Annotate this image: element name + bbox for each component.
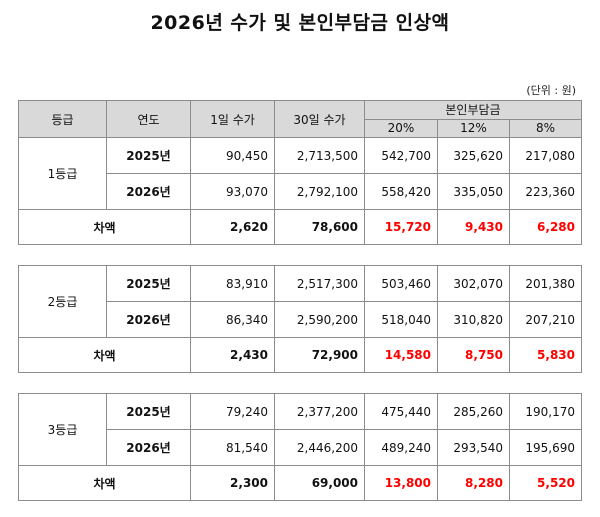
grade-label: 1등급 xyxy=(19,138,107,210)
header-fee-1day: 1일 수가 xyxy=(191,101,275,138)
grade-section-1: 1등급 2025년 90,450 2,713,500 542,700 325,6… xyxy=(18,137,582,245)
diff-row: 차액 2,620 78,600 15,720 9,430 6,280 xyxy=(19,210,582,245)
diff-label: 차액 xyxy=(19,338,191,373)
header-fee-30day: 30일 수가 xyxy=(275,101,365,138)
fee-1day-cell: 93,070 xyxy=(191,174,275,210)
copay-12-cell: 335,050 xyxy=(438,174,510,210)
copay-12-cell: 293,540 xyxy=(438,430,510,466)
copay-20-cell: 542,700 xyxy=(365,138,438,174)
copay-20-cell: 503,460 xyxy=(365,266,438,302)
fee-30day-cell: 2,792,100 xyxy=(275,174,365,210)
copay-8-cell: 201,380 xyxy=(510,266,582,302)
year-cell: 2026년 xyxy=(107,174,191,210)
copay-8-cell: 207,210 xyxy=(510,302,582,338)
diff-fee-30day: 72,900 xyxy=(275,338,365,373)
copay-8-cell: 190,170 xyxy=(510,394,582,430)
fee-30day-cell: 2,713,500 xyxy=(275,138,365,174)
fee-30day-cell: 2,446,200 xyxy=(275,430,365,466)
diff-fee-30day: 69,000 xyxy=(275,466,365,501)
grade-label: 3등급 xyxy=(19,394,107,466)
grade-section-3: 3등급 2025년 79,240 2,377,200 475,440 285,2… xyxy=(18,393,582,501)
copay-8-cell: 195,690 xyxy=(510,430,582,466)
copay-8-cell: 217,080 xyxy=(510,138,582,174)
diff-fee-1day: 2,430 xyxy=(191,338,275,373)
fee-1day-cell: 90,450 xyxy=(191,138,275,174)
table-row: 2등급 2025년 83,910 2,517,300 503,460 302,0… xyxy=(19,266,582,302)
copay-12-cell: 285,260 xyxy=(438,394,510,430)
fee-1day-cell: 83,910 xyxy=(191,266,275,302)
grade-label: 2등급 xyxy=(19,266,107,338)
table-row: 3등급 2025년 79,240 2,377,200 475,440 285,2… xyxy=(19,394,582,430)
copay-12-cell: 302,070 xyxy=(438,266,510,302)
diff-fee-1day: 2,620 xyxy=(191,210,275,245)
fee-30day-cell: 2,590,200 xyxy=(275,302,365,338)
diff-copay-20: 14,580 xyxy=(365,338,438,373)
copay-8-cell: 223,360 xyxy=(510,174,582,210)
diff-fee-30day: 78,600 xyxy=(275,210,365,245)
fee-1day-cell: 81,540 xyxy=(191,430,275,466)
header-copay-20: 20% xyxy=(365,119,438,138)
table-row: 1등급 2025년 90,450 2,713,500 542,700 325,6… xyxy=(19,138,582,174)
fee-1day-cell: 86,340 xyxy=(191,302,275,338)
diff-copay-20: 15,720 xyxy=(365,210,438,245)
header-copay-12: 12% xyxy=(438,119,510,138)
diff-row: 차액 2,430 72,900 14,580 8,750 5,830 xyxy=(19,338,582,373)
copay-12-cell: 325,620 xyxy=(438,138,510,174)
header-table: 등급 연도 1일 수가 30일 수가 본인부담금 20% 12% 8% xyxy=(18,100,582,138)
header-grade: 등급 xyxy=(19,101,107,138)
unit-note: (단위 : 원) xyxy=(526,82,576,98)
copay-20-cell: 489,240 xyxy=(365,430,438,466)
copay-20-cell: 475,440 xyxy=(365,394,438,430)
copay-12-cell: 310,820 xyxy=(438,302,510,338)
header-year: 연도 xyxy=(107,101,191,138)
diff-copay-8: 6,280 xyxy=(510,210,582,245)
fee-30day-cell: 2,377,200 xyxy=(275,394,365,430)
fee-1day-cell: 79,240 xyxy=(191,394,275,430)
year-cell: 2025년 xyxy=(107,394,191,430)
header-copay: 본인부담금 xyxy=(365,101,582,120)
grade-section-2: 2등급 2025년 83,910 2,517,300 503,460 302,0… xyxy=(18,265,582,373)
diff-copay-12: 8,280 xyxy=(438,466,510,501)
header-copay-8: 8% xyxy=(510,119,582,138)
copay-20-cell: 518,040 xyxy=(365,302,438,338)
page-title: 2026년 수가 및 본인부담금 인상액 xyxy=(0,8,600,35)
copay-20-cell: 558,420 xyxy=(365,174,438,210)
diff-fee-1day: 2,300 xyxy=(191,466,275,501)
diff-copay-20: 13,800 xyxy=(365,466,438,501)
year-cell: 2025년 xyxy=(107,266,191,302)
diff-label: 차액 xyxy=(19,466,191,501)
diff-copay-12: 9,430 xyxy=(438,210,510,245)
year-cell: 2026년 xyxy=(107,302,191,338)
fee-30day-cell: 2,517,300 xyxy=(275,266,365,302)
diff-copay-8: 5,830 xyxy=(510,338,582,373)
diff-row: 차액 2,300 69,000 13,800 8,280 5,520 xyxy=(19,466,582,501)
diff-copay-8: 5,520 xyxy=(510,466,582,501)
year-cell: 2026년 xyxy=(107,430,191,466)
diff-label: 차액 xyxy=(19,210,191,245)
year-cell: 2025년 xyxy=(107,138,191,174)
diff-copay-12: 8,750 xyxy=(438,338,510,373)
